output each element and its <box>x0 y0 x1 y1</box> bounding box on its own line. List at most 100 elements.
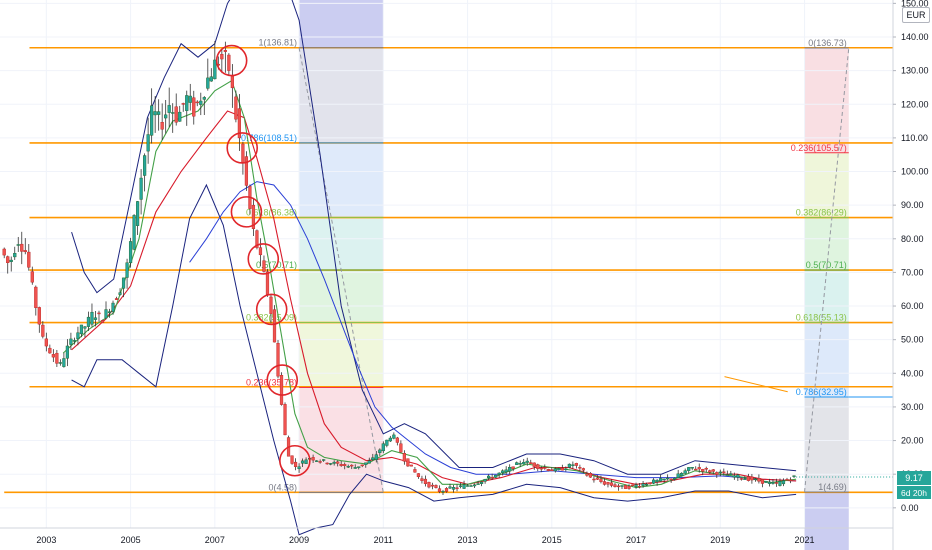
candle-body <box>602 481 607 485</box>
candle-body <box>2 248 6 256</box>
candle-body <box>662 478 666 481</box>
currency-label[interactable]: EUR <box>902 7 930 23</box>
candle-body <box>465 485 470 487</box>
candle-body <box>532 462 536 467</box>
candle-body <box>462 484 466 489</box>
candle-body <box>388 437 392 442</box>
candle-body <box>325 462 329 465</box>
bollinger-lower <box>71 183 797 536</box>
candle-body <box>694 468 698 471</box>
candle-body <box>160 122 164 130</box>
candle-body <box>86 316 91 327</box>
fib-left-band-0 <box>299 47 384 143</box>
candle-body <box>774 482 779 484</box>
trend-line-segment <box>724 376 788 393</box>
sma-long <box>189 181 797 482</box>
fib-left-label: 0.382(55.09) <box>246 313 297 323</box>
candle-body <box>311 457 315 461</box>
candle-body <box>757 478 761 482</box>
candle-body <box>567 463 571 468</box>
candle-body <box>483 478 487 482</box>
candle-body <box>367 460 371 464</box>
candle-body <box>725 474 729 476</box>
candle-body <box>683 470 687 474</box>
candle-body <box>788 479 793 481</box>
fib-left-band-2 <box>299 217 384 271</box>
candle-body <box>469 485 473 487</box>
candle-body <box>262 260 266 272</box>
candle-body <box>230 76 234 89</box>
candle-body <box>188 95 192 103</box>
candle-body <box>511 466 515 469</box>
candle-body <box>385 439 389 446</box>
candle-body <box>51 354 55 358</box>
candle-body <box>701 469 705 472</box>
candle-body <box>669 478 673 481</box>
x-tick-label: 2009 <box>289 535 309 545</box>
candle-body <box>508 467 512 472</box>
y-tick-label: 30.00 <box>901 402 924 412</box>
candle-body <box>434 485 438 488</box>
candle-body <box>276 343 280 377</box>
y-tick-label: 0.00 <box>901 503 919 513</box>
candle-body <box>150 105 154 136</box>
candle-body <box>30 271 34 283</box>
fib-right-band-2 <box>804 217 849 271</box>
highlight-circle <box>255 293 288 326</box>
candle-body <box>613 484 617 488</box>
candle-body <box>620 485 624 487</box>
highlight-circle <box>247 243 280 275</box>
candle-body <box>644 483 649 486</box>
ema-slow <box>71 110 797 485</box>
candle-body <box>560 467 564 471</box>
candle-body <box>739 478 743 480</box>
candle-body <box>16 244 20 246</box>
candle-body <box>185 95 189 111</box>
candle-body <box>297 466 301 470</box>
candle-body <box>550 469 554 471</box>
candle-body <box>336 461 340 464</box>
candle-body <box>704 468 708 470</box>
fib-right-label: 0.5(70.71) <box>806 260 847 270</box>
y-tick-label: 120.00 <box>901 99 929 109</box>
candle-body <box>630 484 635 487</box>
candle-body <box>525 460 529 463</box>
candle-body <box>322 459 326 461</box>
candle-body <box>157 111 161 115</box>
fib-right-label: 0.618(55.13) <box>796 312 847 322</box>
candle-body <box>637 485 642 488</box>
fib-right-label: 0.236(105.57) <box>791 143 847 153</box>
fib-left-label: 0.786(108.51) <box>241 133 297 143</box>
candle-body <box>381 443 385 452</box>
fib-right-band-4 <box>804 322 849 398</box>
fib-right-trend-line <box>804 47 850 493</box>
x-tick-label: 2017 <box>626 535 646 545</box>
candle-body <box>392 434 396 439</box>
candle-body <box>192 97 196 117</box>
candle-body <box>592 478 596 481</box>
candle-body <box>55 352 59 364</box>
candle-body <box>265 271 270 295</box>
candle-body <box>164 114 168 119</box>
fib-left-band-1 <box>299 142 384 218</box>
candle-body <box>785 479 789 481</box>
highlight-circle <box>215 44 248 77</box>
candle-body <box>293 461 298 467</box>
x-tick-label: 2015 <box>542 535 562 545</box>
candle-body <box>378 449 382 453</box>
candle-body <box>750 476 754 481</box>
candle-body <box>69 338 73 345</box>
candle-body <box>234 96 238 120</box>
candle-body <box>100 320 105 323</box>
candle-body <box>564 468 568 470</box>
candle-body <box>711 469 715 472</box>
candle-body <box>743 478 747 480</box>
fib-right-label: 0(136.73) <box>808 38 847 48</box>
fib-right-band-3 <box>804 270 849 323</box>
candle-body <box>6 256 10 264</box>
candle-body <box>497 472 501 475</box>
fib-right-label: 1(4.69) <box>818 482 847 492</box>
candle-body <box>209 76 213 82</box>
candle-body <box>595 477 600 480</box>
